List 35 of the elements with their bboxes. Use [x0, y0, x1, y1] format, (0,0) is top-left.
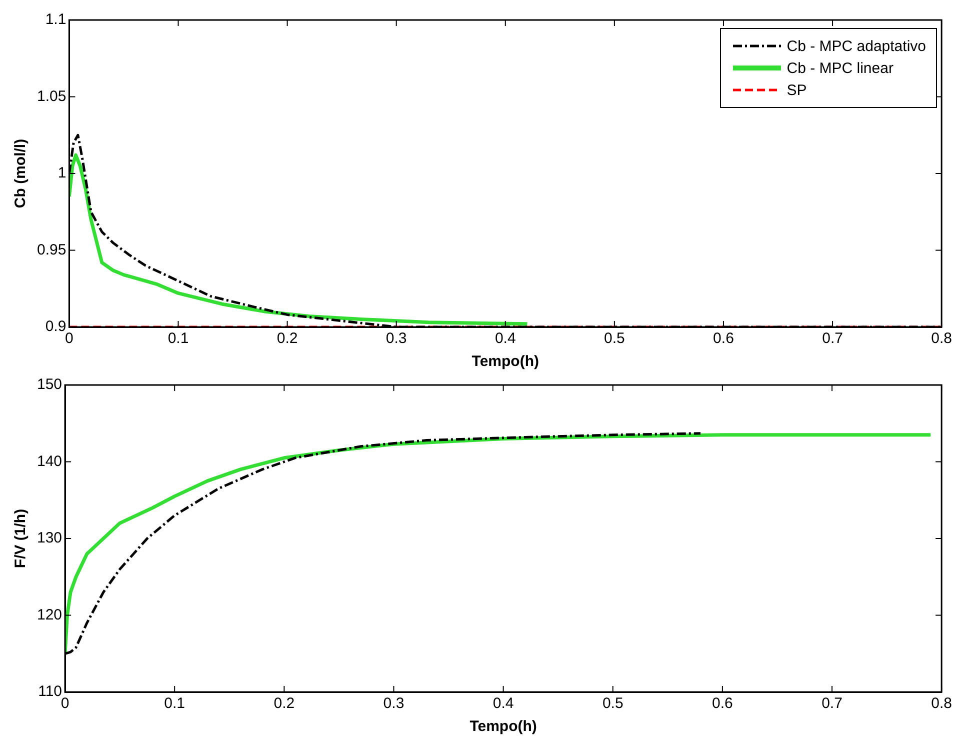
- x-tick-label: 0.7: [822, 330, 843, 348]
- y-tick-label: 110: [38, 683, 62, 700]
- x-axis-title: Tempo(h): [470, 718, 537, 736]
- x-tick-label: 0.2: [276, 330, 298, 348]
- x-axis-title: Tempo(h): [472, 353, 539, 370]
- x-tick-label: 0.1: [164, 695, 186, 712]
- x-tick-label: 0.8: [931, 330, 952, 348]
- x-tick-label: 0.3: [386, 330, 407, 348]
- x-tick-label: 0: [65, 330, 74, 348]
- x-tick-label: 0.6: [712, 695, 733, 712]
- x-tick-label: 0.7: [822, 695, 842, 712]
- x-tick-label: 0.2: [274, 695, 295, 712]
- x-tick-label: 0.4: [492, 695, 514, 712]
- x-tick-label: 0.5: [604, 330, 625, 348]
- y-tick-label: 150: [36, 376, 62, 394]
- y-tick-label: 0.9: [45, 318, 66, 336]
- legend-label: SP: [786, 82, 807, 98]
- x-tick-label: 0.1: [168, 330, 189, 348]
- x-tick-label: 0.5: [602, 695, 624, 712]
- x-tick-label: 0.8: [931, 695, 952, 712]
- legend-label: Cb - MPC linear: [786, 60, 894, 76]
- y-tick-label: 1: [58, 164, 66, 182]
- x-tick-label: 0: [60, 695, 70, 712]
- y-tick-label: 120: [36, 606, 62, 624]
- legend-label: Cb - MPC adaptativo: [786, 38, 926, 54]
- y-axis-title: F/V (1/h): [12, 508, 30, 568]
- y-axis-title: Cb (mol/l): [12, 138, 30, 208]
- y-tick-label: 1.1: [45, 11, 66, 28]
- y-tick-label: 0.95: [36, 241, 66, 258]
- y-tick-label: 1.05: [36, 88, 66, 105]
- y-tick-label: 140: [36, 452, 62, 470]
- x-tick-label: 0.6: [713, 330, 734, 348]
- x-tick-label: 0.4: [494, 330, 516, 348]
- y-tick-label: 130: [36, 530, 62, 547]
- x-tick-label: 0.3: [383, 695, 404, 712]
